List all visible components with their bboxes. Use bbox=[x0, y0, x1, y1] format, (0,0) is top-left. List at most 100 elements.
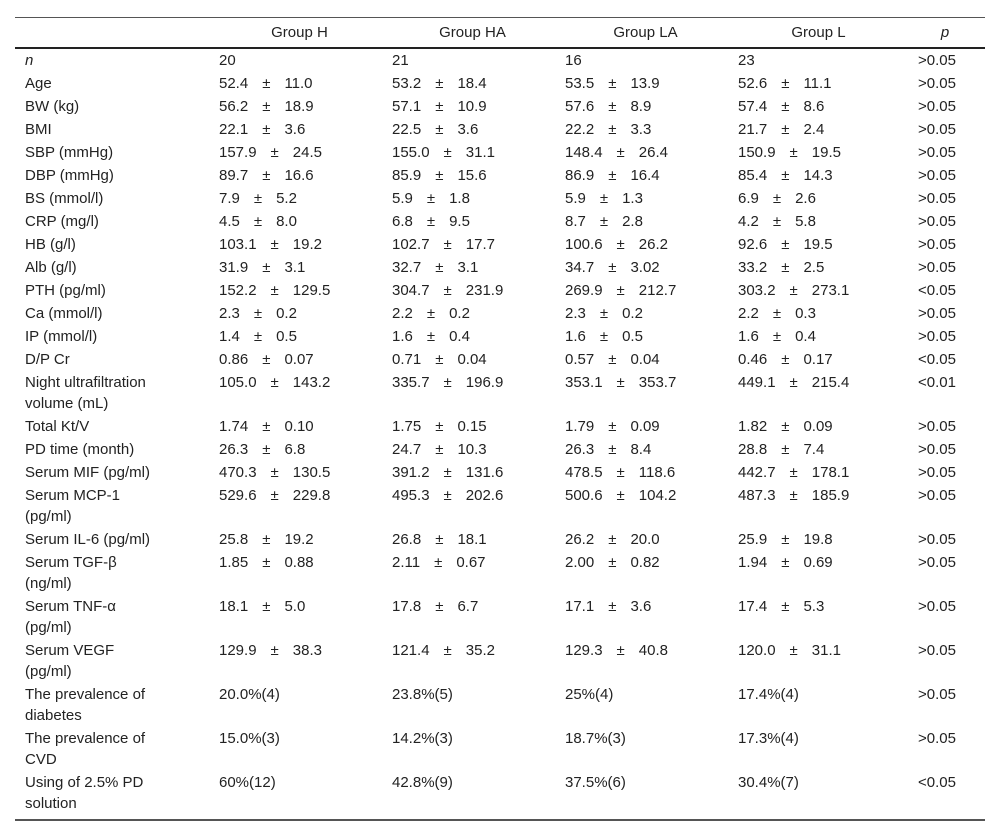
value-part: 6.7 bbox=[457, 598, 479, 615]
value-part: 391.2 bbox=[392, 464, 430, 481]
value-cell: 470.3 ±130.5 bbox=[213, 461, 386, 484]
value-part: 22.5 bbox=[392, 121, 422, 138]
value-part: 1.6 bbox=[392, 328, 413, 345]
value-cell: 1.4 ±0.5 bbox=[213, 325, 386, 348]
value-part: 31.9 bbox=[219, 259, 249, 276]
value-part: 8.0 bbox=[276, 213, 297, 230]
row-label-text: DBP (mmHg) bbox=[25, 167, 114, 184]
value-part: ± bbox=[253, 305, 263, 322]
row-label-text: PD time (month) bbox=[25, 441, 135, 458]
value-part: ± bbox=[616, 642, 625, 659]
value-part: 21 bbox=[392, 52, 409, 69]
value-part: 2.3 bbox=[219, 305, 240, 322]
table-row: Serum IL-6 (pg/ml) 25.8 ±19.2 26.8 ±18.1 26.2… bbox=[15, 528, 985, 551]
row-label-text: Serum TNF-α (pg/ml) bbox=[25, 598, 116, 636]
value-part: 21.7 bbox=[738, 121, 768, 138]
value-cell: 22.5 ±3.6 bbox=[386, 118, 559, 141]
value-part: ± bbox=[270, 642, 279, 659]
value-part: 103.1 bbox=[219, 236, 257, 253]
value-part: 1.4 bbox=[219, 328, 240, 345]
value-part: 0.2 bbox=[449, 305, 470, 322]
value-part: 17.4 bbox=[738, 598, 768, 615]
value-part: ± bbox=[443, 144, 452, 161]
value-part: 100.6 bbox=[565, 236, 603, 253]
value-part: 20.0 bbox=[630, 531, 660, 548]
value-part: 16 bbox=[565, 52, 582, 69]
value-part: ± bbox=[781, 75, 790, 92]
value-part: 353.7 bbox=[638, 374, 677, 391]
value-part: 0.71 bbox=[392, 351, 422, 368]
table-row: IP (mmol/l) 1.4 ±0.5 1.6 ±0.4 1.6 ±0.5 1.6 ±0.4 >… bbox=[15, 325, 985, 348]
value-part: 529.6 bbox=[219, 487, 257, 504]
value-part: 1.94 bbox=[738, 554, 768, 571]
value-cell: 16 bbox=[559, 48, 732, 72]
value-cell: 1.75 ±0.15 bbox=[386, 415, 559, 438]
value-cell: 30.4%(7) bbox=[732, 771, 905, 821]
value-cell: 102.7 ±17.7 bbox=[386, 233, 559, 256]
value-cell: 20 bbox=[213, 48, 386, 72]
p-value: >0.05 bbox=[918, 213, 956, 230]
value-part: ± bbox=[772, 213, 782, 230]
row-label-text: Using of 2.5% PD solution bbox=[25, 774, 144, 812]
value-part: 269.9 bbox=[565, 282, 603, 299]
value-part: 335.7 bbox=[392, 374, 430, 391]
value-part: 22.2 bbox=[565, 121, 595, 138]
value-part: ± bbox=[262, 531, 271, 548]
value-part: 2.3 bbox=[565, 305, 586, 322]
value-part: 19.2 bbox=[284, 531, 314, 548]
value-cell: 148.4 ±26.4 bbox=[559, 141, 732, 164]
value-part: 5.9 bbox=[565, 190, 586, 207]
value-part: 26.4 bbox=[638, 144, 668, 161]
value-part: 14.3 bbox=[803, 167, 833, 184]
value-part: 14.2%(3) bbox=[392, 730, 453, 747]
value-part: 1.3 bbox=[622, 190, 643, 207]
value-part: ± bbox=[772, 328, 782, 345]
value-part: ± bbox=[608, 531, 617, 548]
row-label: BW (kg) bbox=[15, 95, 213, 118]
value-part: 19.5 bbox=[803, 236, 833, 253]
table-row: Total Kt/V 1.74 ±0.10 1.75 ±0.15 1.79 ±0.09 1.8… bbox=[15, 415, 985, 438]
row-label: Serum VEGF (pg/ml) bbox=[15, 639, 213, 683]
value-part: 33.2 bbox=[738, 259, 768, 276]
row-label: Serum MCP-1 (pg/ml) bbox=[15, 484, 213, 528]
value-part: ± bbox=[616, 282, 625, 299]
value-cell: 269.9 ±212.7 bbox=[559, 279, 732, 302]
value-part: 0.69 bbox=[803, 554, 833, 571]
value-part: 196.9 bbox=[465, 374, 504, 391]
value-cell: 1.79 ±0.09 bbox=[559, 415, 732, 438]
value-part: ± bbox=[262, 259, 271, 276]
value-cell: 2.3 ±0.2 bbox=[559, 302, 732, 325]
value-part: 17.8 bbox=[392, 598, 422, 615]
row-label: The prevalence of diabetes bbox=[15, 683, 213, 727]
value-cell: 129.3 ±40.8 bbox=[559, 639, 732, 683]
value-part: 19.8 bbox=[803, 531, 833, 548]
value-part: ± bbox=[781, 167, 790, 184]
value-part: ± bbox=[262, 418, 271, 435]
value-part: ± bbox=[435, 75, 444, 92]
table-row: Serum TGF-β (ng/ml) 1.85 ±0.88 2.11 ±0.67 2.0… bbox=[15, 551, 985, 595]
value-part: ± bbox=[435, 598, 444, 615]
value-part: 17.3%(4) bbox=[738, 730, 799, 747]
value-part: 202.6 bbox=[465, 487, 504, 504]
value-part: 3.3 bbox=[630, 121, 652, 138]
value-part: ± bbox=[270, 487, 279, 504]
row-label-text: Serum VEGF (pg/ml) bbox=[25, 642, 115, 680]
value-cell: 56.2 ±18.9 bbox=[213, 95, 386, 118]
value-part: 1.6 bbox=[738, 328, 759, 345]
value-part: ± bbox=[608, 554, 617, 571]
value-part: ± bbox=[781, 236, 790, 253]
value-part: 0.46 bbox=[738, 351, 768, 368]
value-part: 0.2 bbox=[622, 305, 643, 322]
p-value: >0.05 bbox=[918, 686, 956, 703]
value-cell: 442.7 ±178.1 bbox=[732, 461, 905, 484]
value-cell: 155.0 ±31.1 bbox=[386, 141, 559, 164]
value-part: ± bbox=[270, 464, 279, 481]
value-part: 42.8%(9) bbox=[392, 774, 453, 791]
value-cell: 14.2%(3) bbox=[386, 727, 559, 771]
table-row: BW (kg) 56.2 ±18.9 57.1 ±10.9 57.6 ±8.9 57.4 ±8.… bbox=[15, 95, 985, 118]
row-label: n bbox=[15, 48, 213, 72]
value-cell: 89.7 ±16.6 bbox=[213, 164, 386, 187]
value-part: ± bbox=[781, 98, 790, 115]
value-part: 20 bbox=[219, 52, 236, 69]
